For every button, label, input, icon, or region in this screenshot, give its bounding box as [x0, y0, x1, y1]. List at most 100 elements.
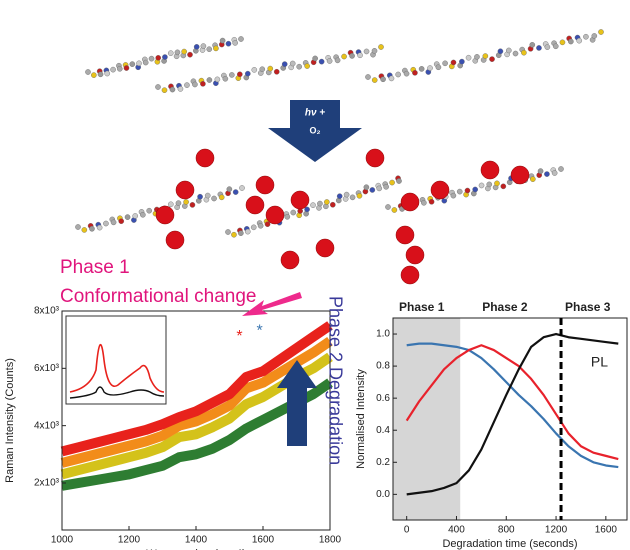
atom [395, 71, 401, 78]
atom [324, 199, 330, 205]
data-line [60, 321, 333, 457]
x-axis-label: Degradation time (seconds) [442, 538, 577, 550]
reaction-arrow [268, 100, 362, 162]
atom [388, 75, 395, 82]
x-tick-label: 1600 [595, 525, 618, 536]
atom [206, 46, 213, 52]
oxygen [400, 192, 420, 212]
atom [81, 227, 88, 233]
oxygen [175, 180, 195, 200]
atom [184, 82, 190, 88]
atom [421, 199, 427, 206]
atom [558, 166, 564, 172]
oxygen [400, 265, 420, 285]
atom [204, 192, 211, 199]
atom [162, 54, 168, 60]
x-tick-label: 1200 [118, 535, 141, 546]
atom [213, 45, 219, 52]
inset [65, 315, 167, 405]
atom [85, 69, 91, 75]
oxygen [365, 148, 385, 168]
atom [512, 50, 519, 57]
x-tick-label: 1000 [51, 535, 74, 546]
atom [214, 76, 221, 83]
atom [140, 211, 146, 218]
atom [521, 49, 527, 56]
blue-arrow [277, 360, 317, 446]
atom [193, 44, 200, 50]
atom [310, 202, 316, 208]
y-tick-label: 0.4 [376, 425, 390, 436]
atom [200, 43, 207, 49]
phase-shade [393, 318, 461, 520]
reaction-label: hν + [305, 108, 325, 119]
atom [222, 75, 229, 82]
atom [89, 225, 95, 232]
atom [244, 228, 251, 235]
atom [104, 70, 111, 77]
atom [500, 183, 507, 190]
atom [418, 66, 425, 72]
x-tick-label: 0 [404, 525, 410, 536]
atom [148, 55, 155, 62]
atom [123, 65, 130, 71]
atom [536, 45, 542, 51]
star: * [257, 322, 263, 339]
atom [478, 182, 485, 189]
atom [239, 185, 245, 191]
y-tick-label: 8x10³ [34, 306, 60, 317]
phase-label: Phase 3 [565, 300, 611, 314]
x-axis-label: Wavenumber (cm⁻¹) [146, 548, 246, 550]
conformational-change: Conformational change [60, 286, 256, 307]
atom [103, 220, 109, 227]
atom [200, 81, 206, 87]
data-line [406, 332, 619, 496]
inset-curve [69, 386, 165, 399]
atom [412, 70, 418, 76]
oxygen [280, 250, 300, 270]
atom [456, 188, 463, 195]
atom [389, 179, 395, 186]
atom [363, 184, 370, 191]
atom [142, 59, 149, 66]
data-line [406, 342, 619, 469]
atom [349, 194, 356, 201]
oxygen [245, 195, 265, 215]
atom [177, 86, 184, 92]
phase-label: Phase 2 [482, 300, 528, 314]
atom [329, 201, 336, 208]
atom [450, 59, 457, 66]
atom [568, 38, 574, 45]
atom [189, 202, 196, 208]
atom [273, 68, 280, 75]
atom [380, 76, 386, 83]
x-tick-label: 1400 [185, 535, 208, 546]
atom [136, 60, 142, 67]
atom [225, 229, 231, 235]
atom [91, 72, 97, 78]
atom [494, 180, 500, 187]
atom [197, 193, 203, 200]
atom [530, 176, 536, 182]
atom [251, 67, 258, 73]
atom [356, 192, 363, 199]
atom [334, 57, 341, 64]
data-line [405, 344, 619, 461]
atom [383, 184, 389, 190]
atom [259, 66, 266, 73]
atom [168, 201, 174, 208]
atom [175, 200, 182, 206]
y-axis-label: Normalised Intensity [355, 369, 367, 469]
pink-arrow [242, 292, 302, 316]
atom [226, 186, 233, 192]
atom [218, 194, 225, 201]
atom [544, 44, 551, 50]
atom [428, 198, 435, 205]
oxygen [510, 165, 530, 185]
x-tick-label: 800 [498, 525, 515, 536]
atom [465, 54, 472, 61]
atom [167, 50, 174, 56]
atom [472, 186, 478, 193]
atom [232, 189, 239, 195]
